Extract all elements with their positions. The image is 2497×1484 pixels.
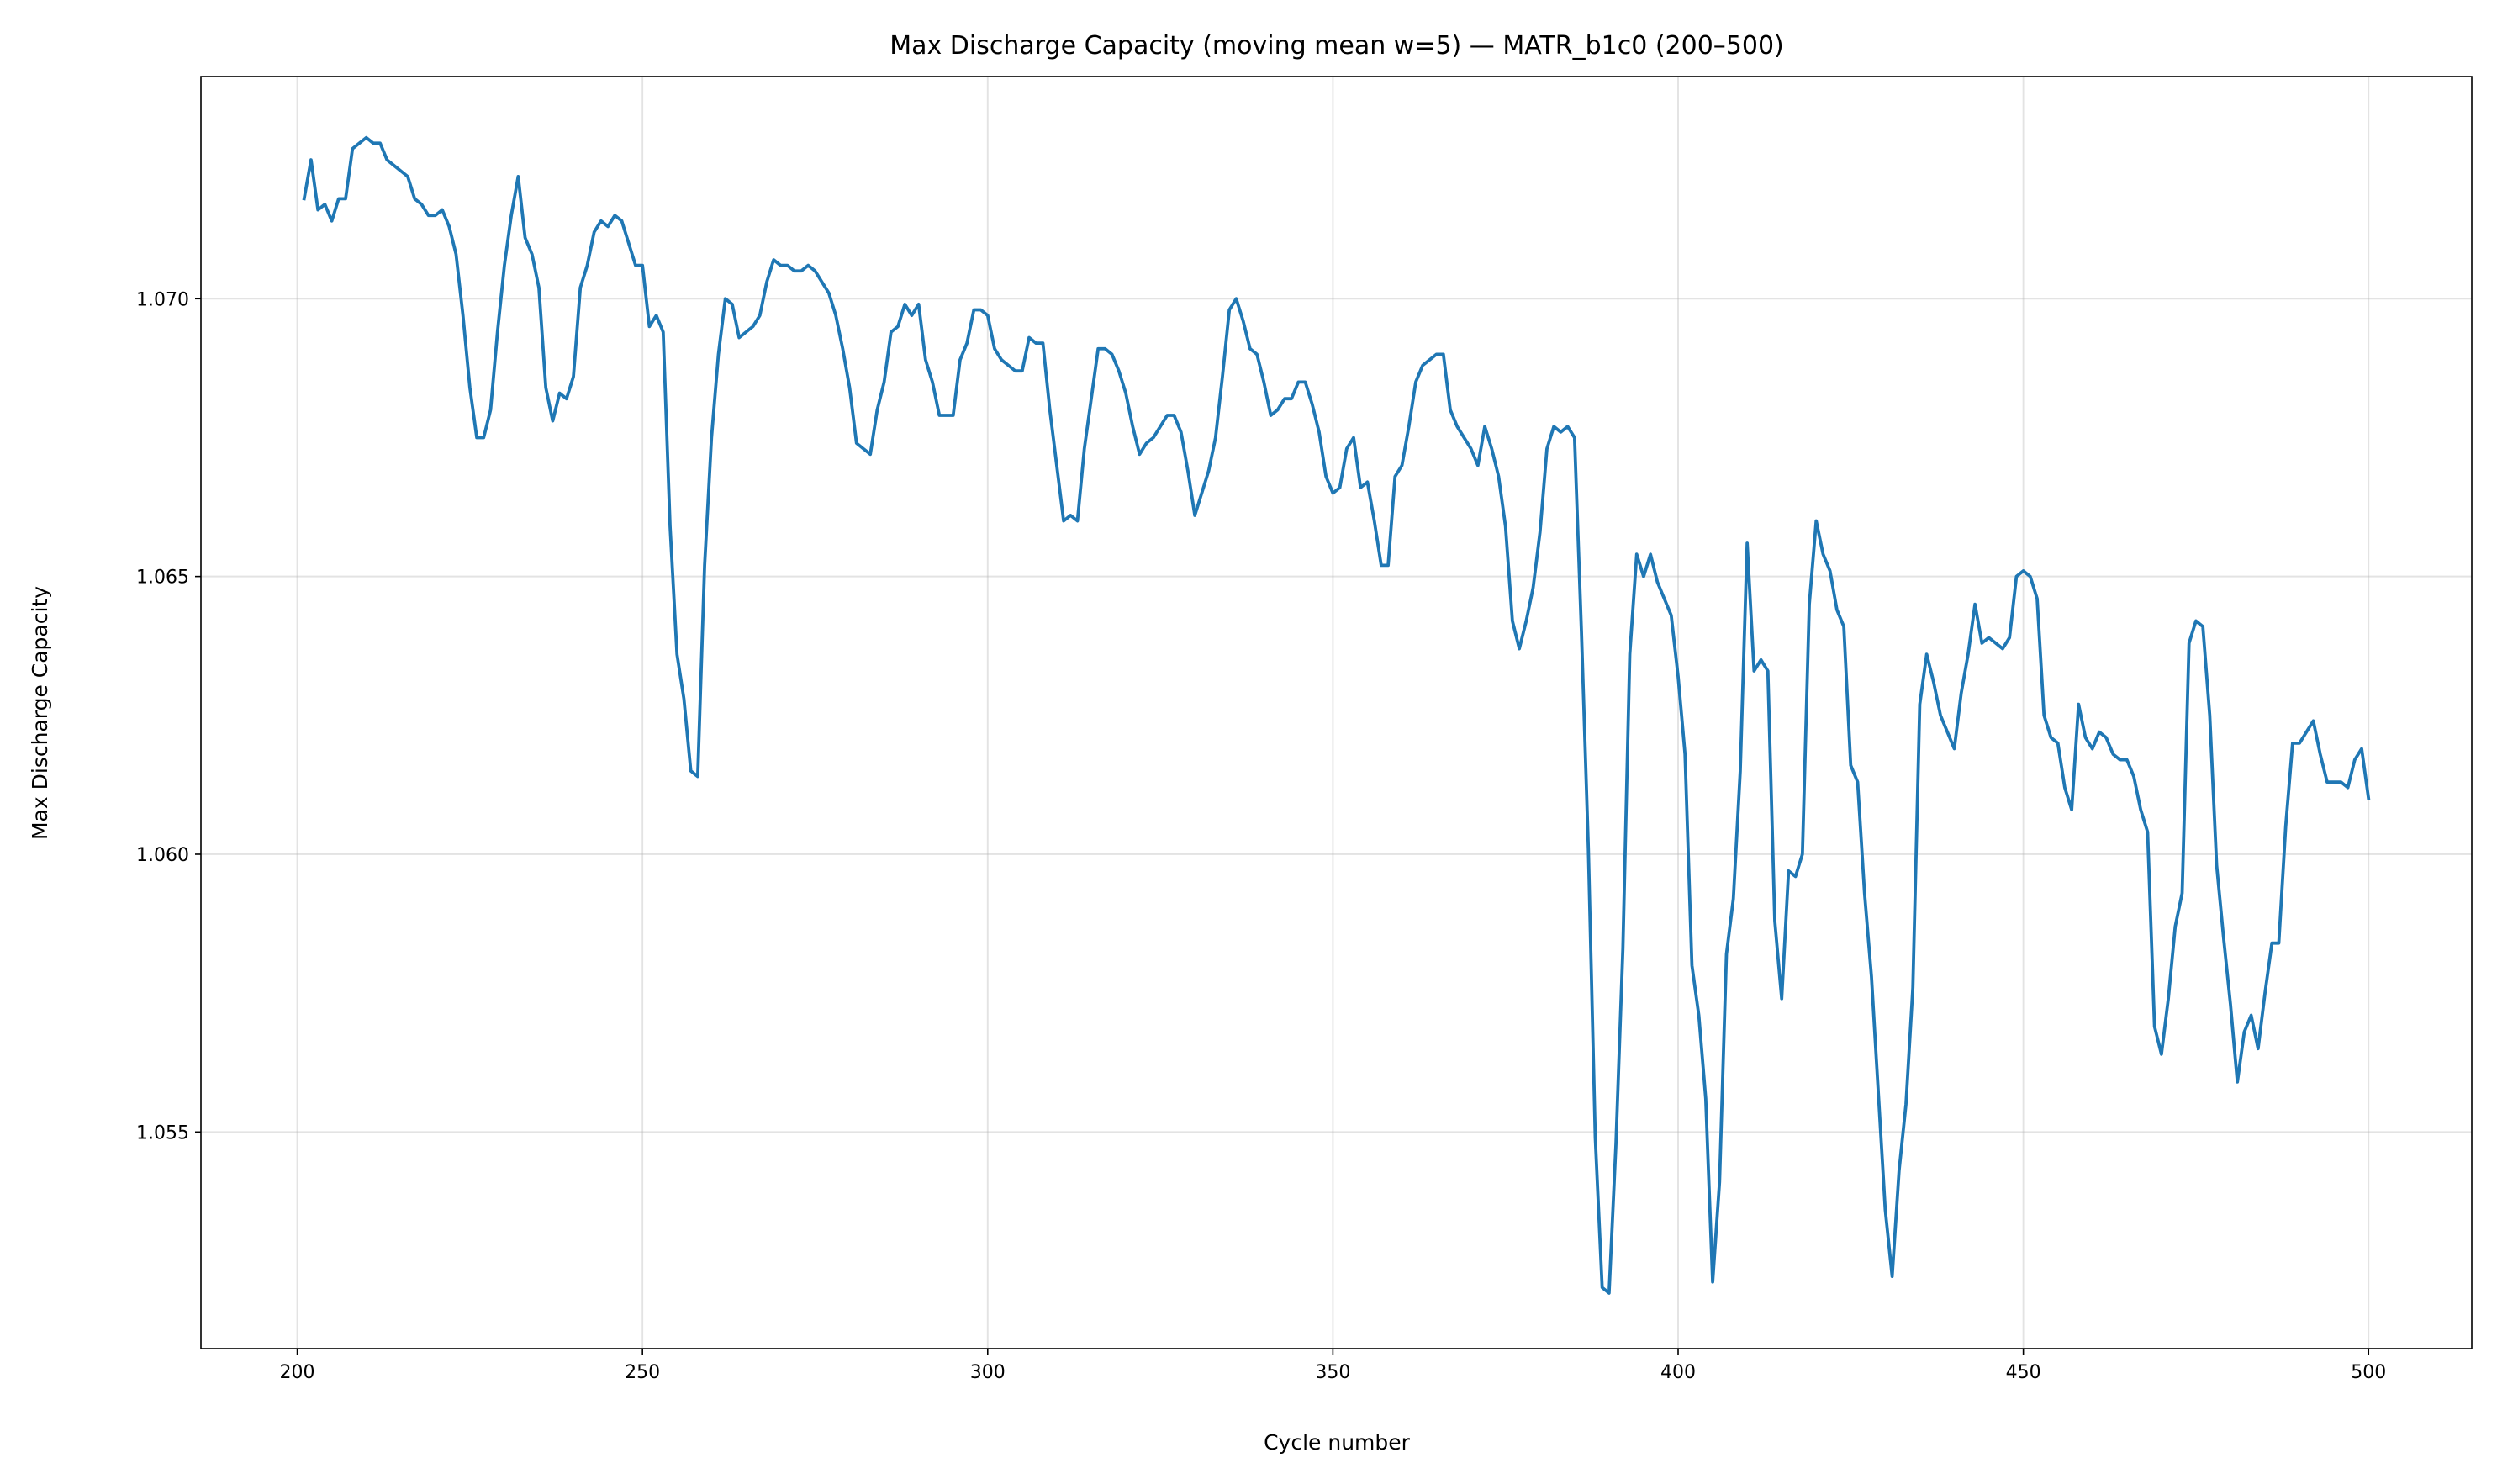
data-line (302, 135, 2371, 1295)
y-tick-label: 1.060 (136, 845, 189, 866)
y-axis-label: Max Discharge Capacity (28, 586, 52, 840)
x-tick-label: 250 (625, 1362, 660, 1383)
x-tick-label: 350 (1315, 1362, 1350, 1383)
x-tick-label: 450 (2006, 1362, 2041, 1383)
chart-title: Max Discharge Capacity (moving mean w=5)… (890, 31, 1784, 61)
x-tick-label: 200 (280, 1362, 315, 1383)
x-tick-label: 400 (1660, 1362, 1696, 1383)
y-tick-label: 1.055 (136, 1122, 189, 1143)
x-axis-label: Cycle number (1264, 1430, 1411, 1455)
y-tick-label: 1.065 (136, 568, 189, 589)
plot-frame (200, 76, 2473, 1349)
y-tick-label: 1.070 (136, 289, 189, 310)
x-tick-label: 300 (970, 1362, 1006, 1383)
x-tick-label: 500 (2351, 1362, 2386, 1383)
